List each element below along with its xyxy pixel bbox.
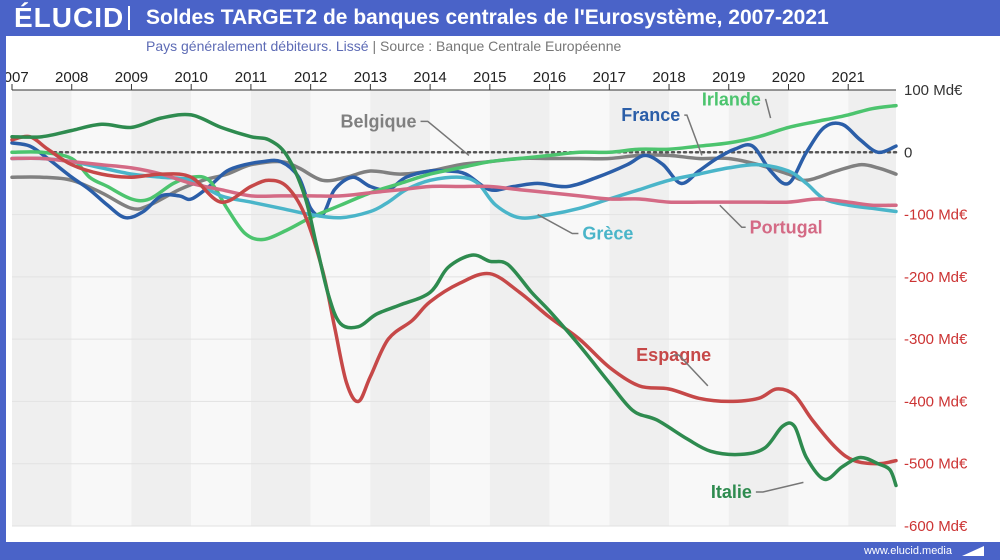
y-tick-label: -400 Md€ <box>904 393 968 410</box>
x-tick-label: 2014 <box>413 69 446 86</box>
series-line-france <box>10 121 898 220</box>
x-tick-label: 2019 <box>712 69 745 86</box>
year-band-2009 <box>131 90 192 526</box>
x-tick-label: 2021 <box>832 69 865 86</box>
leader-line-portugal <box>719 204 746 229</box>
leader-line-belgique <box>420 120 470 156</box>
series-label-grece: Grèce <box>582 223 633 243</box>
year-band-2011 <box>250 90 311 526</box>
year-band-2014 <box>430 90 490 526</box>
header-bar: ÉLUCID Soldes TARGET2 de banques central… <box>0 0 1000 36</box>
subtitle-separator: | <box>372 38 377 54</box>
y-tick-label: 0 <box>904 144 912 161</box>
y-tick-label: -200 Md€ <box>904 269 968 286</box>
x-tick-label: 2016 <box>533 69 566 86</box>
year-band-2016 <box>549 90 610 526</box>
series-label-italie: Italie <box>711 482 752 502</box>
series-line-espagne <box>10 134 898 466</box>
x-tick-label: 2018 <box>652 69 685 86</box>
x-tick-label: 2010 <box>175 69 208 86</box>
series-label-belgique: Belgique <box>341 111 417 131</box>
elucid-logo: ÉLUCID <box>14 2 125 33</box>
x-tick-label: 2017 <box>593 69 626 86</box>
year-band-2008 <box>71 90 132 526</box>
x-tick-label: 2015 <box>473 69 506 86</box>
series-line-irlande <box>10 103 898 242</box>
year-band-2020 <box>788 90 849 526</box>
leader-line-italie <box>755 481 804 493</box>
y-tick-label: -600 Md€ <box>904 518 968 535</box>
series-line-belgique <box>10 153 898 211</box>
x-tick-label: 2013 <box>354 69 387 86</box>
year-band-2007 <box>12 90 72 526</box>
year-band-2021 <box>848 90 896 526</box>
leader-line-irlande <box>764 98 772 119</box>
x-tick-label: 2020 <box>772 69 805 86</box>
x-tick-label: 2009 <box>115 69 148 86</box>
footer-url[interactable]: www.elucid.media <box>863 545 952 557</box>
leader-line-espagne <box>673 354 709 387</box>
elucid-mark-icon <box>962 546 984 556</box>
x-tick-label: 2008 <box>55 69 88 86</box>
x-tick-label: 2011 <box>235 69 267 86</box>
series-label-portugal: Portugal <box>750 217 823 237</box>
x-tick-label: 2012 <box>294 69 327 86</box>
y-tick-label: -500 Md€ <box>904 456 968 473</box>
chart-panel: Pays généralement débiteurs. Lissé | Sou… <box>6 36 1000 542</box>
leader-line-grece <box>537 213 579 235</box>
subtitle-text: Pays généralement débiteurs. Lissé <box>146 38 369 54</box>
y-tick-label: 100 Md€ <box>904 82 963 99</box>
y-tick-label: -300 Md€ <box>904 331 968 348</box>
series-label-irlande: Irlande <box>702 90 761 110</box>
leader-line-france <box>684 114 703 156</box>
chart-title: Soldes TARGET2 de banques centrales de l… <box>146 6 829 29</box>
year-band-2010 <box>191 90 251 526</box>
x-tick-label: 2007 <box>6 69 29 86</box>
series-line-italie <box>10 112 898 488</box>
series-label-france: France <box>621 105 680 125</box>
target2-line-chart: 100 Md€ 0 -100 Md€ -200 Md€ -300 Md€ -400 Md€… <box>6 69 968 535</box>
chart-subtitle: Pays généralement débiteurs. Lissé | Sou… <box>146 38 621 54</box>
source-text: Source : Banque Centrale Européenne <box>380 38 622 54</box>
y-tick-label: -100 Md€ <box>904 207 968 224</box>
year-band-2013 <box>370 90 431 526</box>
year-band-2012 <box>310 90 371 526</box>
logo-separator <box>128 6 130 30</box>
